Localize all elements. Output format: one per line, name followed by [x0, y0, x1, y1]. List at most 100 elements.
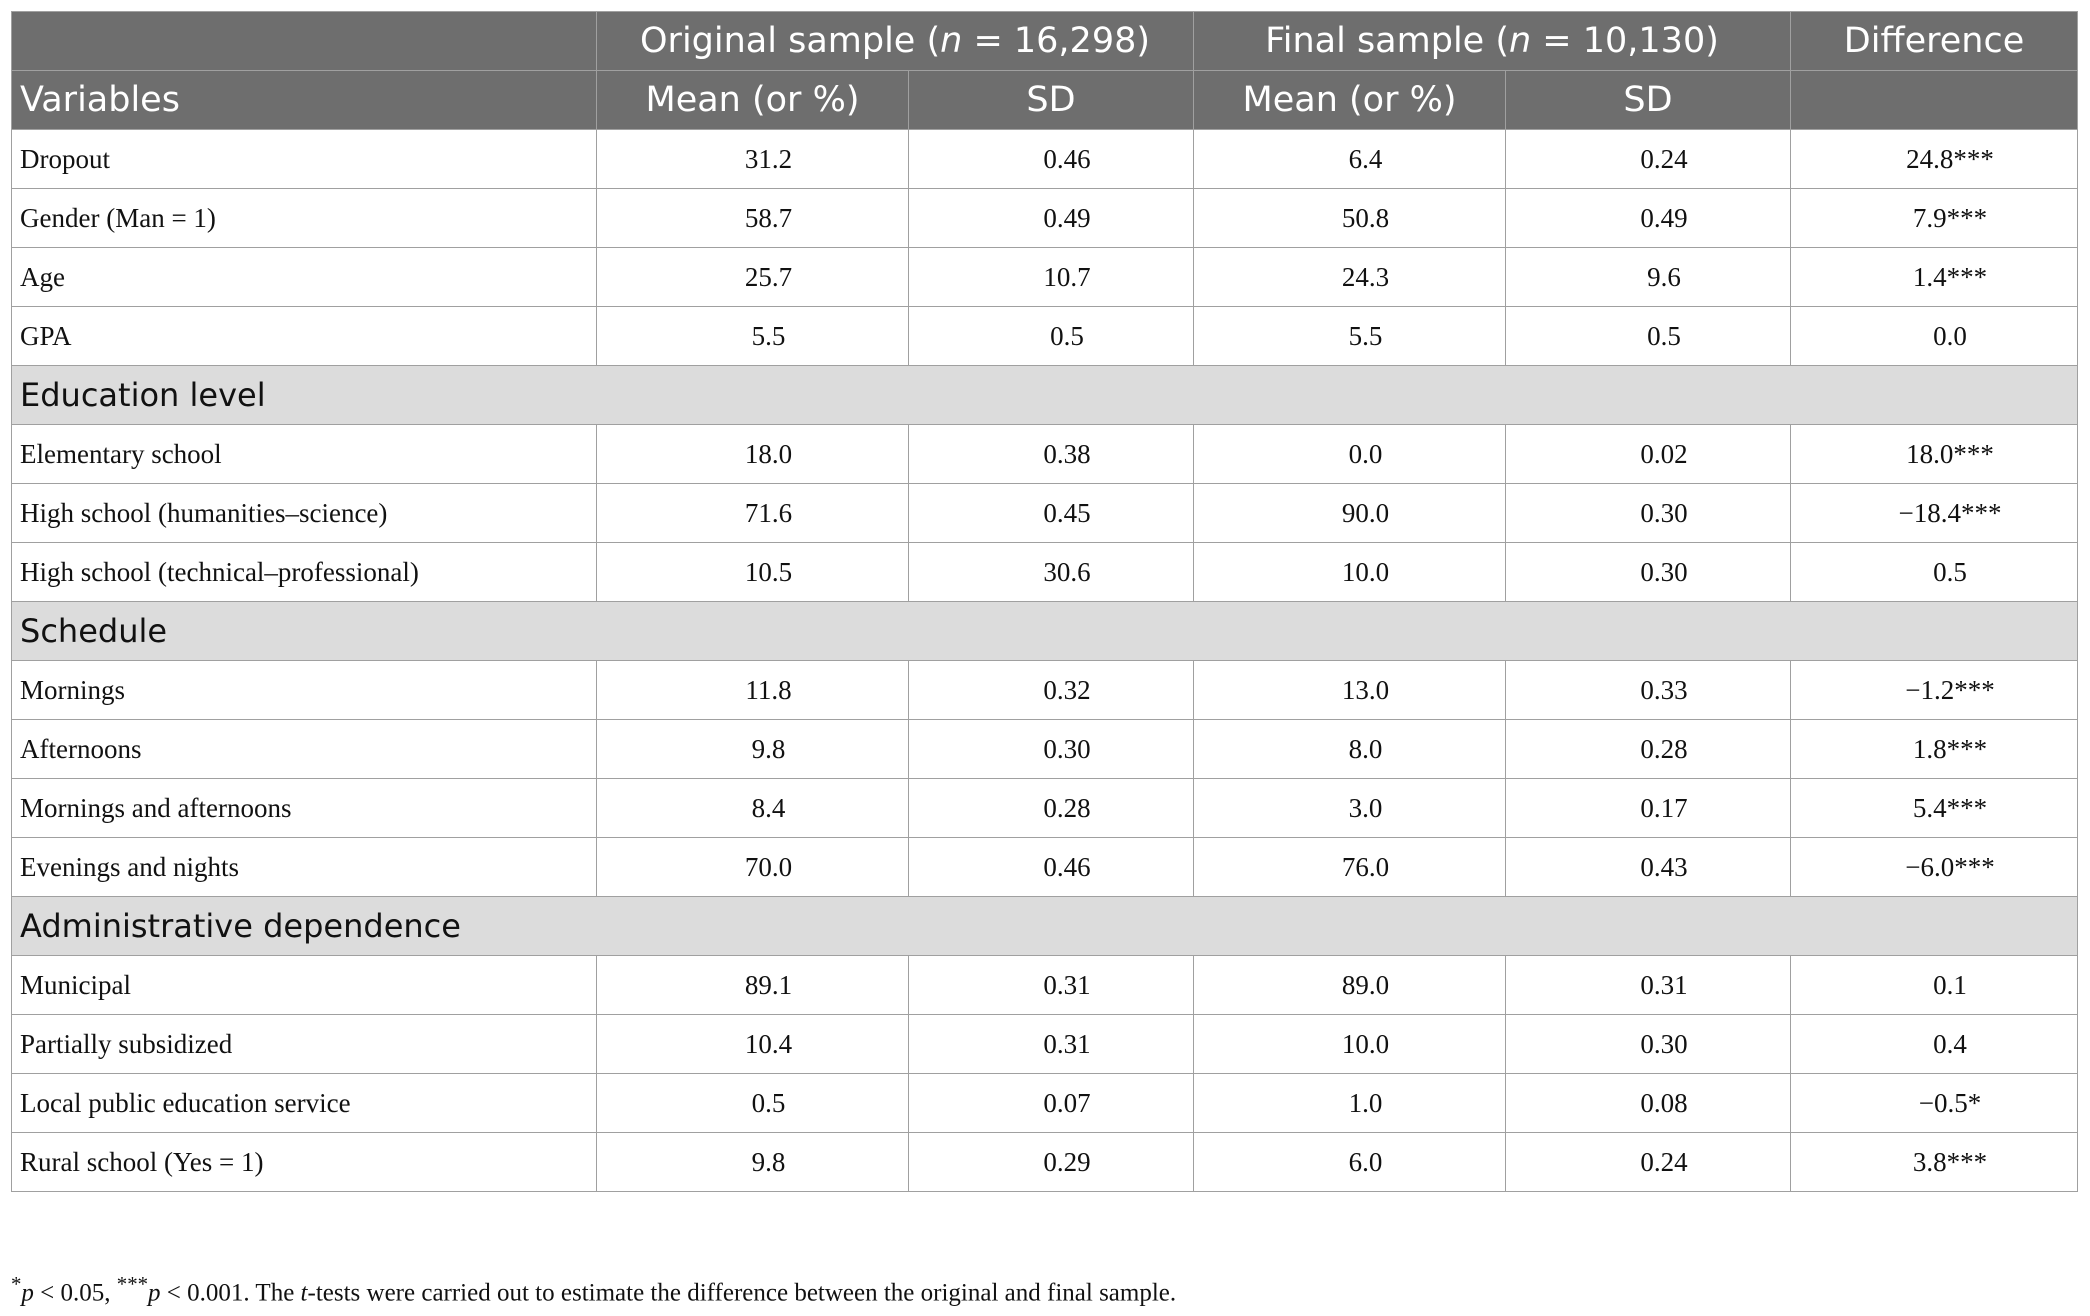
cell-value: 58.7: [596, 188, 909, 248]
group-header-row: Original sample (n = 16,298) Final sampl…: [11, 11, 2079, 71]
cell-value: 0.30: [907, 719, 1195, 779]
cell-value: 0.5: [907, 306, 1195, 366]
cell-value: −6.0***: [1790, 837, 2079, 897]
data-row: Afternoons 9.8 0.30 8.0 0.28 1.8***: [11, 719, 2079, 779]
cell-value: 9.8: [596, 1132, 909, 1192]
cell-value: 8.4: [596, 778, 909, 838]
section-title: Education level: [10, 365, 2079, 425]
cell-value: 0.02: [1505, 424, 1792, 484]
cell-value: 24.3: [1193, 247, 1507, 307]
cell-value: 8.0: [1193, 719, 1507, 779]
variable-name: Mornings and afternoons: [11, 778, 597, 838]
variable-name: Rural school (Yes = 1): [11, 1132, 597, 1192]
group-header: Final sample (n = 10,130): [1193, 11, 1792, 71]
cell-value: 6.4: [1193, 129, 1507, 189]
cell-value: 89.0: [1193, 955, 1507, 1015]
cell-value: 0.43: [1505, 837, 1792, 897]
cell-value: 0.28: [907, 778, 1195, 838]
variable-name: Gender (Man = 1): [11, 188, 597, 248]
cell-value: 0.29: [907, 1132, 1195, 1192]
cell-value: 1.4***: [1790, 247, 2079, 307]
cell-value: 10.4: [596, 1014, 909, 1074]
cell-value: 10.7: [907, 247, 1195, 307]
data-row: Partially subsidized 10.4 0.31 10.0 0.30 0.4: [11, 1014, 2079, 1074]
variable-name: High school (humanities–science): [11, 483, 597, 543]
data-row: Mornings and afternoons 8.4 0.28 3.0 0.17 5.4…: [11, 778, 2079, 838]
cell-value: 0.30: [1505, 1014, 1792, 1074]
cell-value: 70.0: [596, 837, 909, 897]
data-row: Gender (Man = 1) 58.7 0.49 50.8 0.49 7.9***: [11, 188, 2079, 248]
sub-header: Mean (or %): [1193, 70, 1507, 130]
variable-name: High school (technical–professional): [11, 542, 597, 602]
data-row: Mornings 11.8 0.32 13.0 0.33 −1.2***: [11, 660, 2079, 720]
cell-value: 0.28: [1505, 719, 1792, 779]
cell-value: 0.30: [1505, 542, 1792, 602]
cell-value: 5.4***: [1790, 778, 2079, 838]
section-row: Administrative dependence: [10, 896, 2079, 956]
cell-value: 89.1: [596, 955, 909, 1015]
cell-value: 6.0: [1193, 1132, 1507, 1192]
cell-value: 1.0: [1193, 1073, 1507, 1133]
cell-value: 0.30: [1505, 483, 1792, 543]
data-row: Rural school (Yes = 1) 9.8 0.29 6.0 0.24 3.8*…: [11, 1132, 2079, 1192]
cell-value: 0.24: [1505, 1132, 1792, 1192]
cell-value: 0.46: [907, 837, 1195, 897]
variable-name: Municipal: [11, 955, 597, 1015]
variable-name: Local public education service: [11, 1073, 597, 1133]
cell-value: 11.8: [596, 660, 909, 720]
sub-header: Mean (or %): [596, 70, 909, 130]
cell-value: 30.6: [907, 542, 1195, 602]
cell-value: 0.31: [907, 955, 1195, 1015]
data-row: Age 25.7 10.7 24.3 9.6 1.4***: [11, 247, 2079, 307]
cell-value: 0.49: [907, 188, 1195, 248]
data-row: Dropout 31.2 0.46 6.4 0.24 24.8***: [11, 129, 2079, 189]
group-header: Original sample (n = 16,298): [595, 11, 1195, 71]
cell-value: 0.08: [1505, 1073, 1792, 1133]
cell-value: 0.31: [1505, 955, 1792, 1015]
cell-value: 0.4: [1790, 1014, 2079, 1074]
data-row: High school (technical–professional) 10.5…: [11, 542, 2079, 602]
data-row: GPA 5.5 0.5 5.5 0.5 0.0: [11, 306, 2079, 366]
cell-value: 1.8***: [1790, 719, 2079, 779]
cell-value: −18.4***: [1790, 483, 2079, 543]
cell-value: −0.5*: [1790, 1073, 2079, 1133]
data-row: Elementary school 18.0 0.38 0.0 0.02 18.0***: [11, 424, 2079, 484]
cell-value: 18.0: [596, 424, 909, 484]
variable-name: Afternoons: [11, 719, 597, 779]
cell-value: 0.38: [907, 424, 1195, 484]
cell-value: 0.1: [1790, 955, 2079, 1015]
difference-header: Difference: [1790, 11, 2079, 71]
cell-value: 10.5: [596, 542, 909, 602]
empty-header: [1790, 70, 2079, 130]
data-row: Local public education service 0.5 0.07 1.0…: [11, 1073, 2079, 1133]
cell-value: 5.5: [1193, 306, 1507, 366]
summary-table: Original sample (n = 16,298) Final sampl…: [10, 11, 2079, 1192]
cell-value: 0.33: [1505, 660, 1792, 720]
section-title: Administrative dependence: [10, 896, 2079, 956]
cell-value: 10.0: [1193, 542, 1507, 602]
cell-value: 0.17: [1505, 778, 1792, 838]
cell-value: 3.0: [1193, 778, 1507, 838]
section-row: Education level: [10, 365, 2079, 425]
cell-value: 50.8: [1193, 188, 1507, 248]
cell-value: 10.0: [1193, 1014, 1507, 1074]
cell-value: 0.32: [907, 660, 1195, 720]
variable-name: Mornings: [11, 660, 597, 720]
sub-header: SD: [907, 70, 1195, 130]
cell-value: 0.24: [1505, 129, 1792, 189]
section-title: Schedule: [10, 601, 2079, 661]
variable-name: Age: [11, 247, 597, 307]
variable-name: GPA: [11, 306, 597, 366]
table-body: Dropout 31.2 0.46 6.4 0.24 24.8*** Gender (Man…: [10, 129, 2079, 1192]
cell-value: 0.46: [907, 129, 1195, 189]
cell-value: 0.5: [1505, 306, 1792, 366]
cell-value: 9.6: [1505, 247, 1792, 307]
variable-name: Elementary school: [11, 424, 597, 484]
cell-value: 31.2: [596, 129, 909, 189]
variable-name: Partially subsidized: [11, 1014, 597, 1074]
cell-value: 7.9***: [1790, 188, 2079, 248]
cell-value: 0.0: [1193, 424, 1507, 484]
data-row: High school (humanities–science) 71.6 0.45…: [11, 483, 2079, 543]
empty-header: [11, 11, 597, 71]
